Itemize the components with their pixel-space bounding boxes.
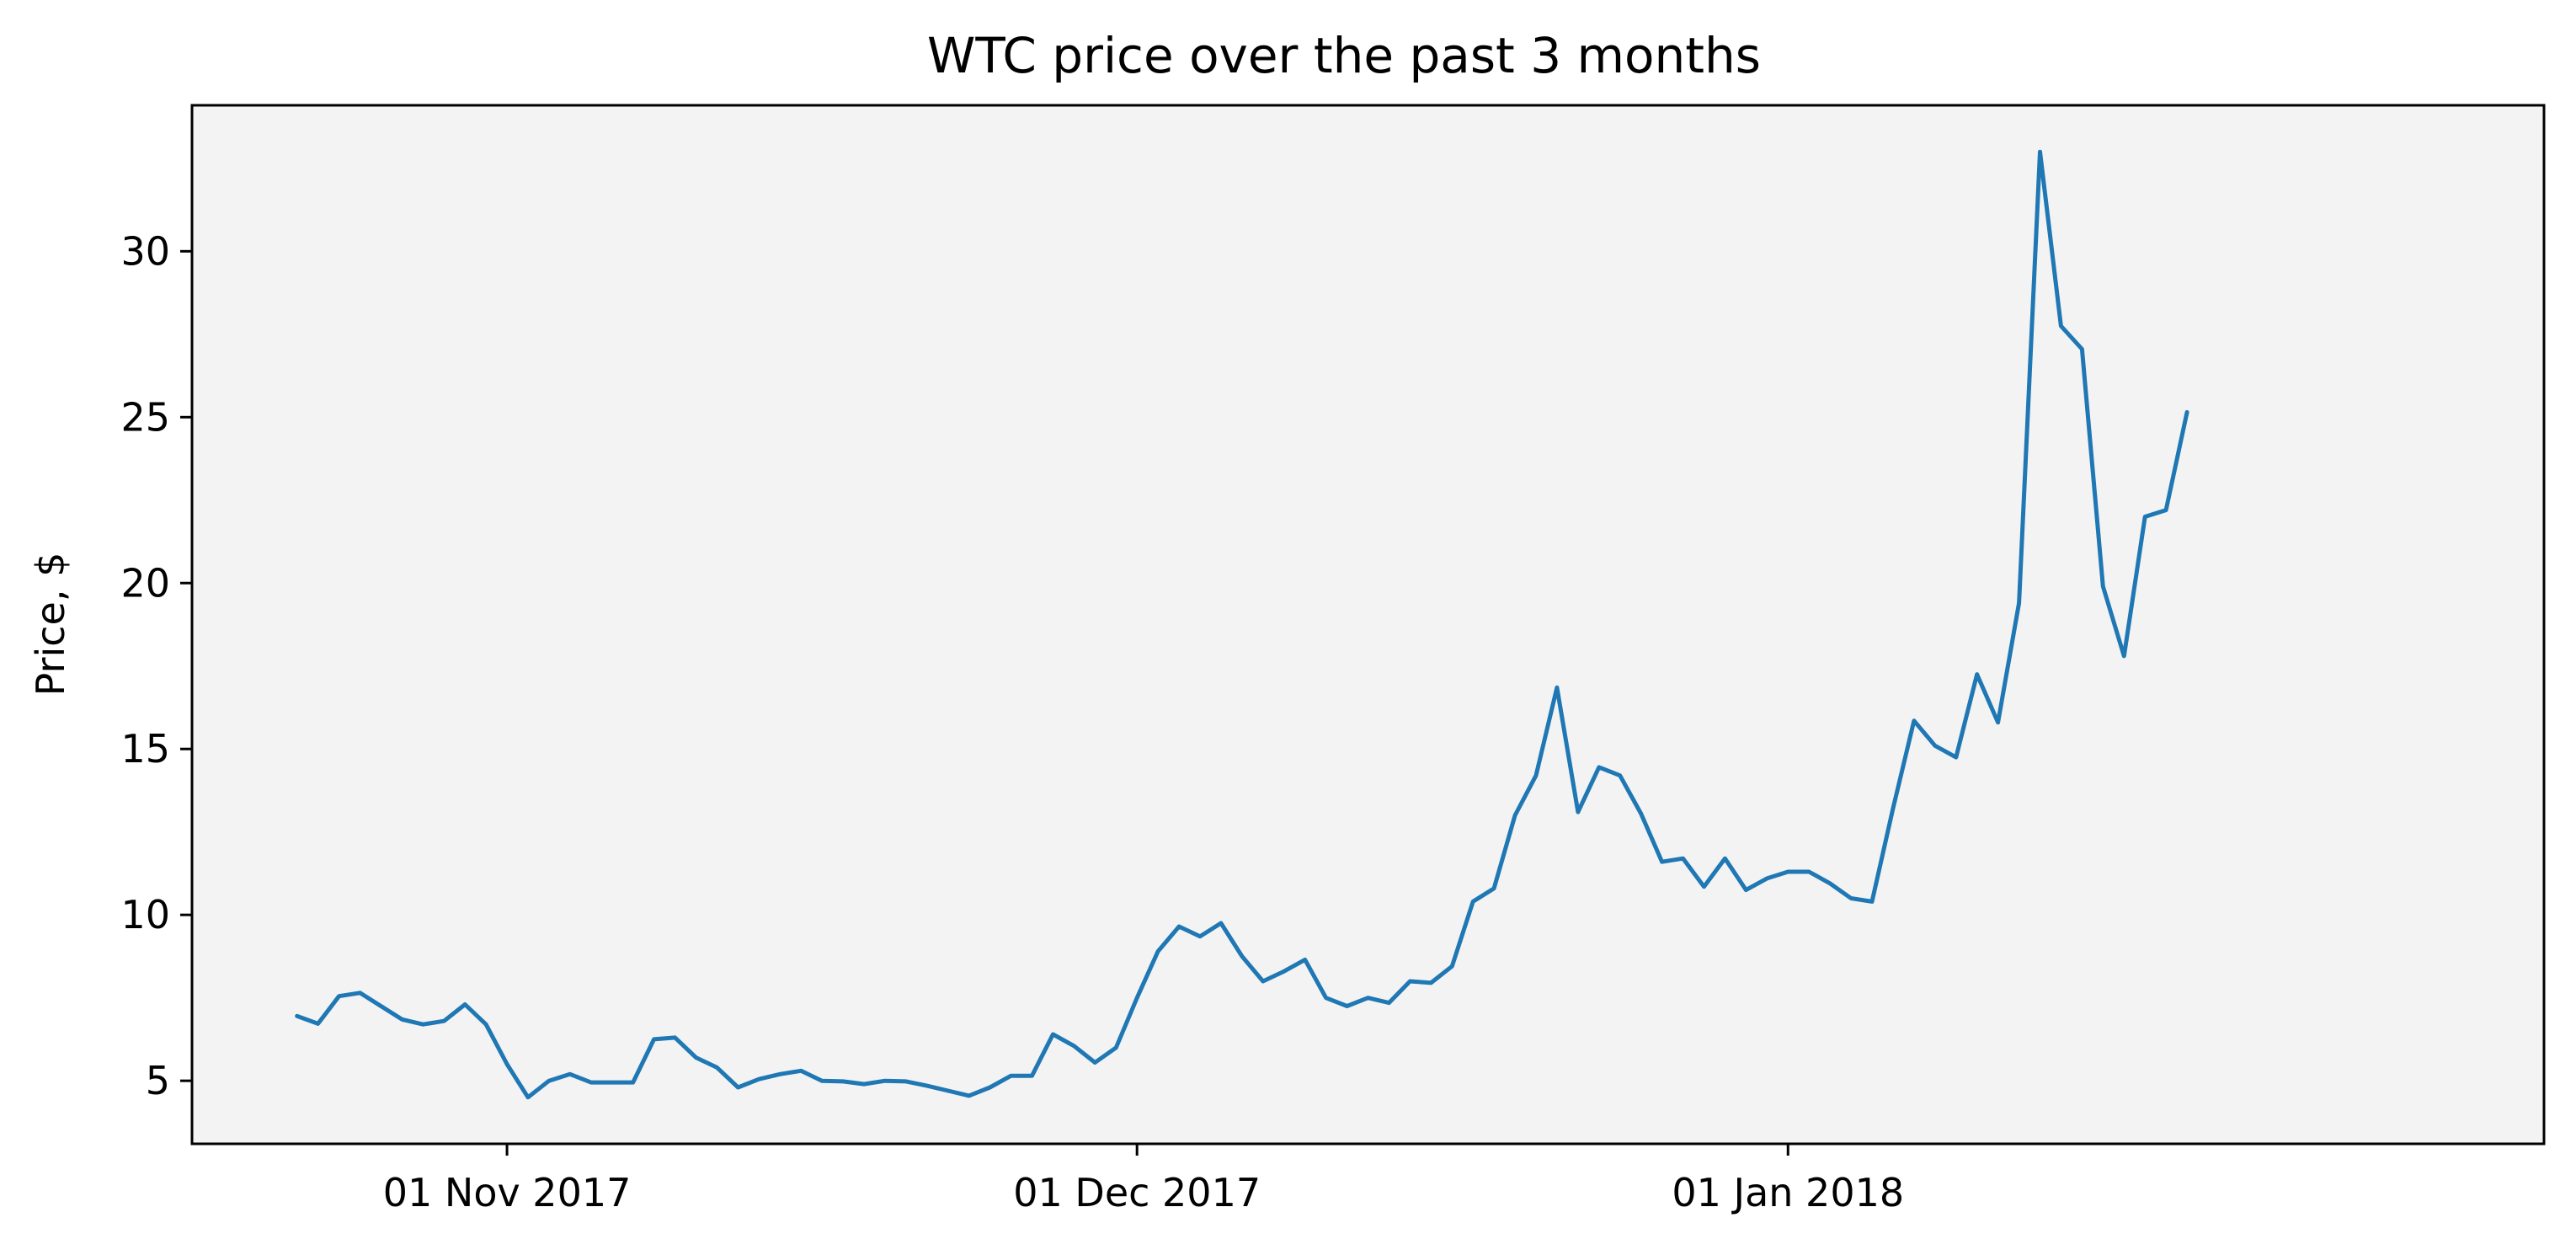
chart-title: WTC price over the past 3 months xyxy=(927,27,1761,84)
plot-area xyxy=(190,104,2546,1146)
x-tick-label: 01 Nov 2017 xyxy=(383,1170,632,1215)
y-tick-label: 20 xyxy=(120,560,170,606)
x-tick-label: 01 Dec 2017 xyxy=(1013,1170,1261,1215)
series-line xyxy=(295,149,2189,1100)
y-tick-label: 30 xyxy=(120,228,170,274)
x-axis: 01 Nov 2017 01 Dec 2017 01 Jan 2018 xyxy=(383,1144,1904,1215)
y-tick-label: 5 xyxy=(146,1058,170,1103)
y-axis-label: Price, $ xyxy=(28,553,73,697)
y-tick-label: 25 xyxy=(120,394,170,440)
y-tick-label: 10 xyxy=(120,892,170,937)
y-tick-label: 15 xyxy=(120,726,170,772)
y-axis: 5 10 15 20 25 30 xyxy=(120,228,192,1103)
x-tick-label: 01 Jan 2018 xyxy=(1672,1170,1904,1215)
